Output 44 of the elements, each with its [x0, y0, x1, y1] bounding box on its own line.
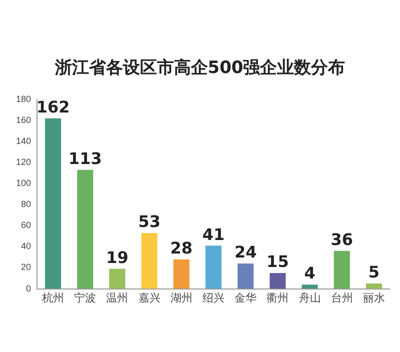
x-tick-label: 衢州: [266, 291, 289, 304]
y-tick-label: 100: [16, 178, 32, 188]
x-tick-label: 金华: [234, 292, 257, 304]
bar: [366, 284, 382, 289]
bar: [77, 170, 94, 289]
y-tick-label: 160: [16, 114, 32, 125]
bar: [109, 268, 126, 289]
data-label: 5: [368, 262, 380, 282]
bar: [141, 233, 158, 289]
x-tick-label: 丽水: [362, 291, 385, 304]
bar: [45, 118, 62, 289]
y-tick-label: 40: [21, 241, 32, 252]
bar: [334, 250, 350, 289]
data-label: 162: [36, 97, 70, 116]
x-tick-label: 宁波: [74, 291, 96, 304]
x-tick-label: 杭州: [41, 291, 64, 304]
x-tick-label: 湖州: [170, 291, 192, 304]
data-label: 36: [330, 230, 353, 250]
x-tick-label: 绍兴: [202, 291, 225, 304]
x-tick-label: 舟山: [298, 291, 321, 304]
y-tick-label: 140: [16, 136, 32, 146]
x-tick-label: 嘉兴: [138, 291, 160, 304]
data-label: 113: [68, 149, 102, 168]
data-label: 24: [234, 242, 257, 262]
data-label: 41: [202, 224, 225, 244]
data-label: 19: [106, 248, 128, 267]
y-tick-label: 60: [21, 220, 32, 230]
data-label: 53: [138, 212, 160, 232]
y-tick-label: 0: [26, 283, 32, 294]
y-tick-label: 180: [16, 94, 32, 104]
chart-title: 浙江省各设区市高企500强企业数分布: [54, 57, 346, 79]
x-tick-label: 温州: [106, 291, 128, 304]
data-label: 28: [170, 238, 193, 258]
y-tick-label: 80: [21, 199, 32, 210]
bar: [270, 273, 286, 289]
y-tick-label: 120: [16, 157, 32, 168]
data-label: 4: [304, 264, 316, 283]
bar: [173, 259, 190, 289]
bar: [205, 246, 222, 289]
bar: [302, 284, 318, 289]
x-tick-label: 台州: [330, 291, 353, 304]
data-label: 15: [266, 252, 289, 272]
bar: [238, 264, 254, 289]
y-tick-label: 20: [21, 262, 32, 272]
